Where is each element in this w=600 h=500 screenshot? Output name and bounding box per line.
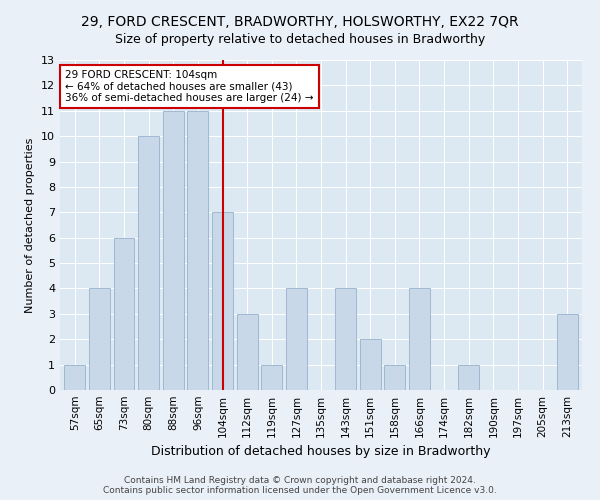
Text: 29 FORD CRESCENT: 104sqm
← 64% of detached houses are smaller (43)
36% of semi-d: 29 FORD CRESCENT: 104sqm ← 64% of detach…: [65, 70, 314, 103]
Bar: [89, 288, 110, 390]
Bar: [261, 364, 282, 390]
Bar: [409, 288, 430, 390]
Bar: [64, 364, 85, 390]
Bar: [236, 314, 257, 390]
Text: Size of property relative to detached houses in Bradworthy: Size of property relative to detached ho…: [115, 32, 485, 46]
Bar: [212, 212, 233, 390]
Bar: [163, 111, 184, 390]
Bar: [557, 314, 578, 390]
Bar: [113, 238, 134, 390]
Bar: [286, 288, 307, 390]
X-axis label: Distribution of detached houses by size in Bradworthy: Distribution of detached houses by size …: [151, 446, 491, 458]
Y-axis label: Number of detached properties: Number of detached properties: [25, 138, 35, 312]
Bar: [385, 364, 406, 390]
Bar: [458, 364, 479, 390]
Text: 29, FORD CRESCENT, BRADWORTHY, HOLSWORTHY, EX22 7QR: 29, FORD CRESCENT, BRADWORTHY, HOLSWORTH…: [81, 15, 519, 29]
Bar: [187, 111, 208, 390]
Text: Contains HM Land Registry data © Crown copyright and database right 2024.
Contai: Contains HM Land Registry data © Crown c…: [103, 476, 497, 495]
Bar: [335, 288, 356, 390]
Bar: [360, 339, 381, 390]
Bar: [138, 136, 159, 390]
